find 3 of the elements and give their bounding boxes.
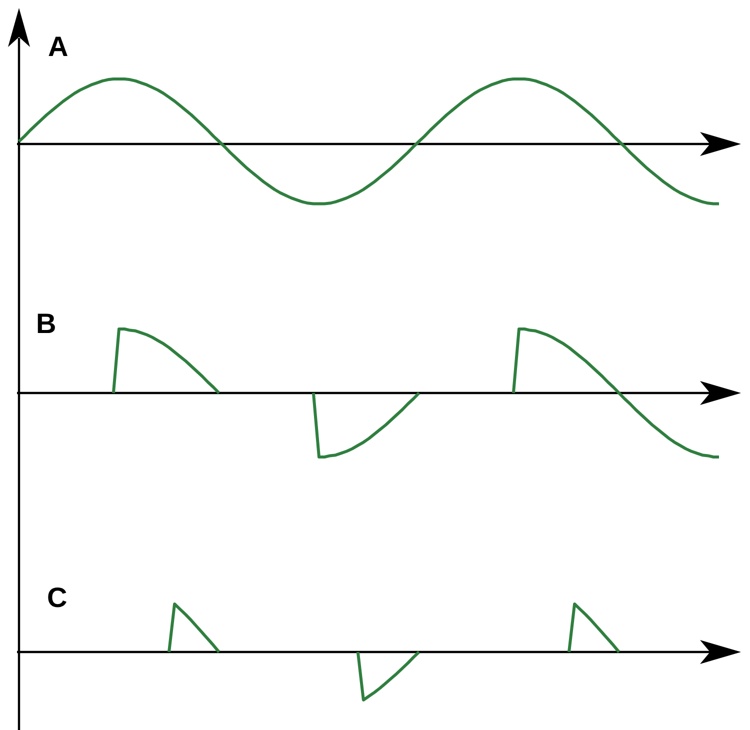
chart-title: A <box>48 31 68 62</box>
chart-title: C <box>47 582 68 613</box>
chart-title: B <box>36 308 56 339</box>
